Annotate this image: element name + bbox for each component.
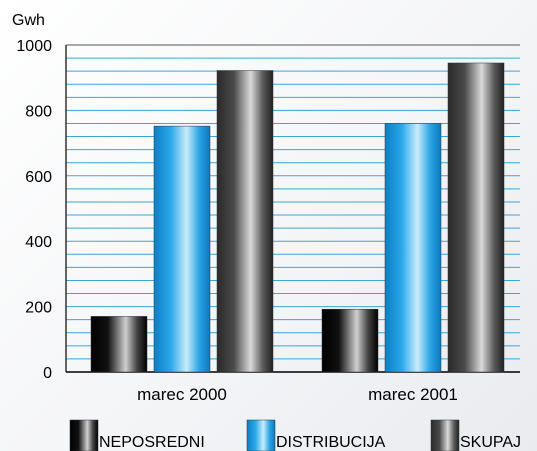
bar-skupaj-1 — [216, 70, 274, 373]
legend-swatch-neposredni — [69, 419, 99, 451]
x-category-label: marec 2001 — [368, 385, 458, 404]
legend-label-neposredni: NEPOSREDNI — [99, 434, 205, 451]
x-category-label: marec 2000 — [137, 385, 227, 404]
legend: NEPOSREDNI DISTRIBUCIJA SKUPAJ — [69, 419, 521, 451]
bar-neposredni-2 — [321, 308, 379, 373]
bar-distribucija-1 — [153, 125, 211, 373]
bar-distribucija-2 — [384, 123, 442, 373]
bars — [90, 62, 505, 373]
bar-neposredni-1 — [90, 316, 148, 373]
legend-swatch-distribucija — [246, 419, 276, 451]
y-axis-ticks: 0 200 400 600 800 1000 — [16, 38, 52, 382]
legend-swatch-skupaj — [430, 419, 460, 451]
y-tick-label: 200 — [25, 300, 52, 317]
legend-label-skupaj: SKUPAJ — [460, 434, 521, 451]
y-tick-label: 0 — [43, 365, 52, 382]
y-tick-label: 800 — [25, 103, 52, 120]
y-tick-label: 600 — [25, 169, 52, 186]
y-tick-label: 1000 — [16, 38, 52, 55]
y-tick-label: 400 — [25, 234, 52, 251]
y-axis-unit-label: Gwh — [12, 12, 45, 29]
legend-label-distribucija: DISTRIBUCIJA — [276, 434, 386, 451]
bar-skupaj-2 — [447, 62, 505, 373]
x-axis-categories: marec 2000 marec 2001 — [137, 385, 458, 404]
